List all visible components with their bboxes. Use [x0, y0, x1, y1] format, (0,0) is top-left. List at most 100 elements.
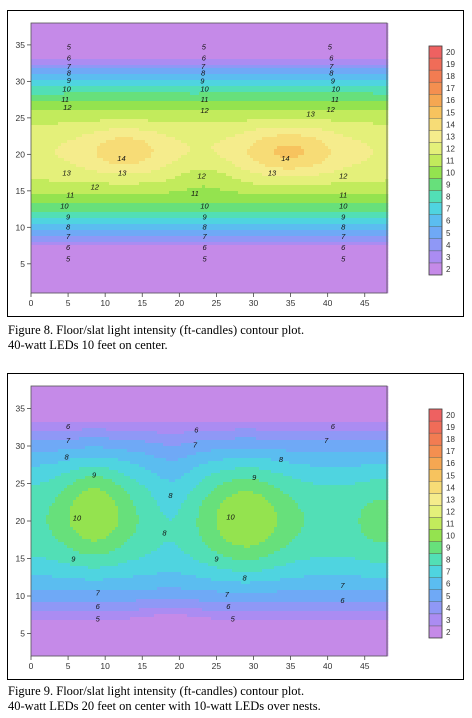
legend-label: 8: [446, 193, 451, 202]
contour-label: 8: [279, 455, 284, 464]
legend-label: 19: [446, 60, 455, 69]
legend-swatch: [428, 541, 443, 554]
legend-swatch: [428, 166, 443, 179]
x-tick-label: 5: [66, 661, 71, 671]
legend-swatch: [428, 238, 443, 252]
x-tick-label: 25: [212, 298, 222, 308]
x-tick-label: 10: [100, 661, 110, 671]
legend-label: 12: [446, 144, 455, 153]
contour-label: 10: [73, 513, 82, 522]
y-tick-label: 30: [16, 441, 26, 451]
contour-label: 12: [326, 105, 335, 114]
legend-swatch: [428, 214, 443, 227]
contour-label: 13: [306, 109, 315, 118]
contour-label: 5: [341, 255, 346, 264]
legend-swatch: [428, 444, 443, 458]
x-tick-label: 45: [360, 661, 370, 671]
x-tick-label: 15: [138, 661, 148, 671]
contour-label: 9: [66, 212, 71, 221]
contour-label: 5: [202, 42, 207, 51]
contour-label: 9: [202, 212, 207, 221]
contour-label: 8: [66, 223, 71, 232]
legend-label: 3: [446, 253, 451, 262]
legend-label: 2: [446, 628, 451, 637]
legend-label: 8: [446, 556, 451, 565]
contour-label: 7: [341, 232, 346, 241]
y-tick-label: 25: [16, 479, 26, 489]
contour-label: 11: [191, 189, 199, 198]
legend-label: 3: [446, 616, 451, 625]
contour-label: 7: [67, 62, 72, 71]
figure-9-caption-line-2: 40-watt LEDs 20 feet on center with 10-w…: [8, 699, 321, 714]
x-tick-label: 5: [66, 298, 71, 308]
legend-swatch: [428, 226, 443, 240]
x-tick-label: 20: [175, 298, 185, 308]
contour-label: 9: [200, 77, 205, 86]
contour-fill: [31, 386, 389, 657]
x-tick-label: 0: [29, 661, 34, 671]
contour-label: 5: [231, 615, 236, 624]
contour-label: 7: [96, 588, 101, 597]
contour-label: 8: [201, 69, 206, 78]
contour-label: 12: [197, 172, 206, 181]
legend-label: 7: [446, 568, 451, 577]
y-tick-label: 5: [20, 259, 25, 269]
contour-label: 9: [92, 471, 97, 480]
contour-label: 6: [202, 243, 207, 252]
x-tick-label: 0: [29, 298, 34, 308]
legend-label: 6: [446, 217, 451, 226]
y-tick-label: 30: [16, 76, 26, 86]
contour-label: 5: [66, 255, 71, 264]
legend-label: 5: [446, 592, 451, 601]
contour-label: 6: [194, 426, 199, 435]
legend-swatch: [428, 529, 443, 542]
legend-swatch: [428, 505, 443, 518]
contour-label: 6: [202, 53, 207, 62]
legend-label: 2: [446, 265, 451, 274]
contour-label: 7: [193, 441, 198, 450]
figure-8-caption-line-2: 40-watt LEDs 10 feet on center.: [8, 338, 304, 353]
legend-swatch: [428, 262, 443, 276]
contour-label: 6: [331, 422, 336, 431]
legend-label: 11: [446, 519, 455, 528]
contour-figure-9: 0 5 10 15 20 25 30 35 40 45 5 10 15 20 25 30 35 6 7 8 9 10 9 7 6…: [7, 373, 464, 680]
contour-label: 5: [328, 42, 333, 51]
legend-label: 10: [446, 169, 455, 178]
contour-label: 5: [67, 42, 72, 51]
legend-swatch: [428, 432, 443, 446]
contour-label: 7: [201, 62, 206, 71]
legend-label: 17: [446, 84, 455, 93]
y-tick-label: 15: [16, 554, 26, 564]
contour-label: 5: [96, 615, 101, 624]
contour-label: 7: [66, 232, 71, 241]
contour-label: 10: [200, 201, 209, 210]
legend-label: 17: [446, 447, 455, 456]
legend-label: 4: [446, 604, 451, 613]
legend-swatch: [428, 118, 443, 131]
x-tick-label: 45: [360, 298, 370, 308]
x-tick-label: 35: [286, 298, 296, 308]
contour-label: 6: [96, 602, 101, 611]
contour-label: 7: [329, 62, 334, 71]
contour-label: 9: [67, 76, 72, 85]
contour-label: 14: [117, 154, 125, 163]
legend-label: 18: [446, 72, 455, 81]
legend-swatch: [428, 589, 443, 603]
contour-label: 8: [67, 69, 72, 78]
contour-label: 11: [61, 95, 69, 104]
contour-label: 5: [202, 255, 207, 264]
contour-plot-8: 0 5 10 15 20 25 30 35 40 455101520253035567891011…: [16, 22, 455, 308]
contour-label: 8: [341, 223, 346, 232]
contour-label: 9: [71, 555, 76, 564]
legend-swatch: [428, 456, 443, 470]
legend-swatch: [428, 553, 443, 566]
legend-label: 12: [446, 507, 455, 516]
legend-swatch: [428, 625, 443, 639]
contour-label: 10: [200, 85, 209, 94]
contour-label: 13: [118, 169, 127, 178]
legend-label: 5: [446, 229, 451, 238]
contour-label: 6: [226, 602, 231, 611]
legend-label: 13: [446, 495, 455, 504]
figure-8-caption-line-1: Figure 8. Floor/slat light intensity (ft…: [8, 323, 304, 338]
x-tick-label: 10: [100, 298, 110, 308]
